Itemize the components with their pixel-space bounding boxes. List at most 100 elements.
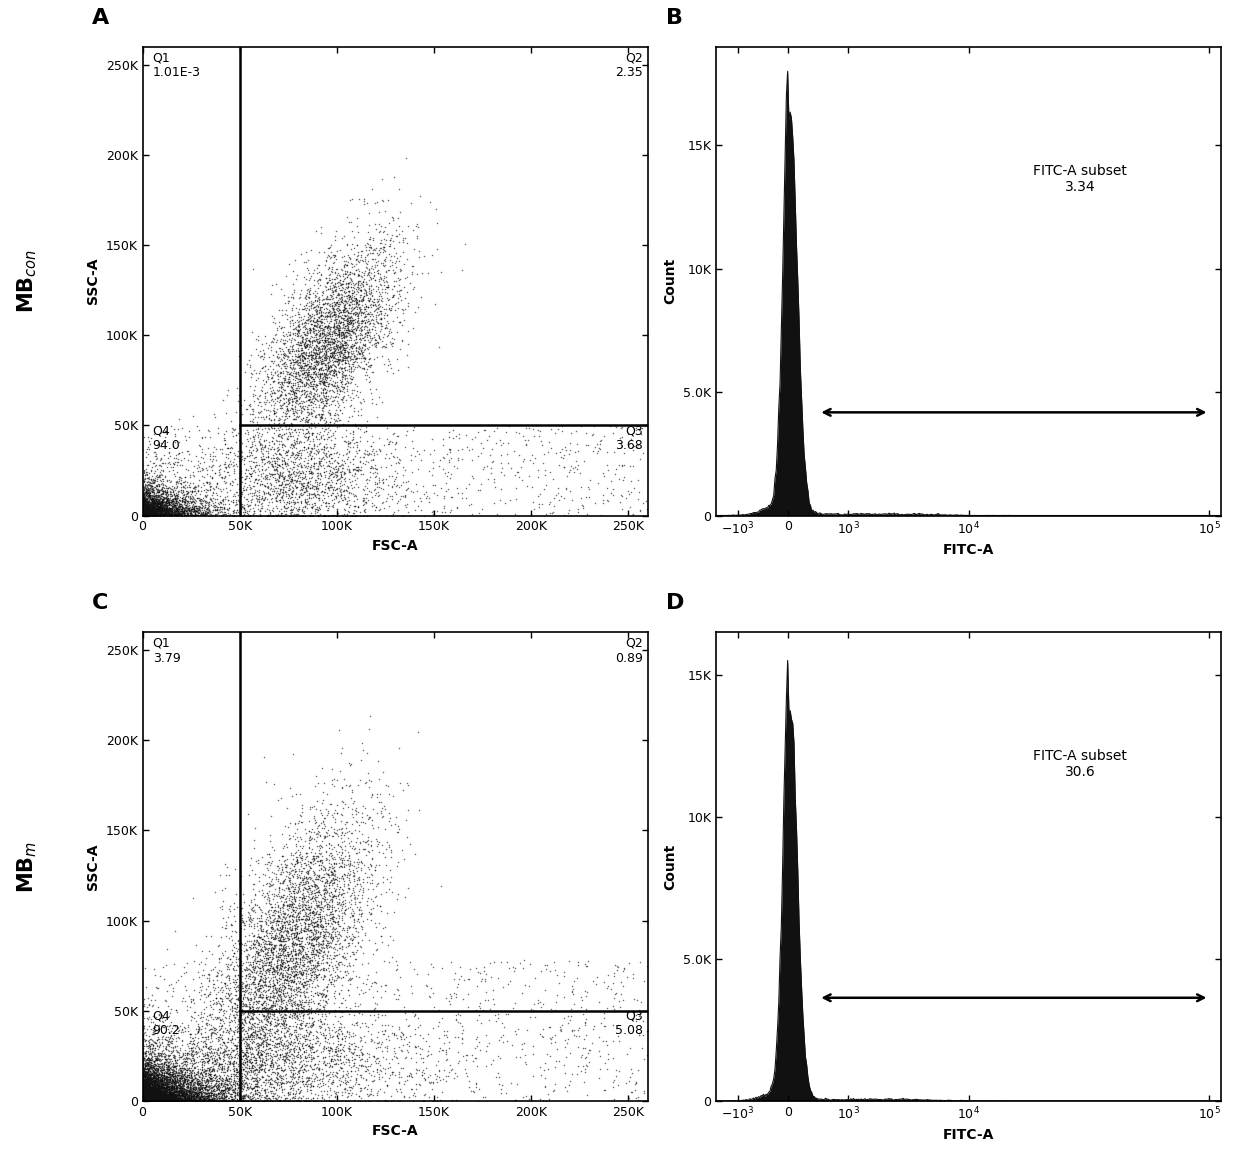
Point xyxy=(224,894,244,912)
Point xyxy=(234,986,254,1004)
Point xyxy=(279,958,299,976)
Point xyxy=(378,290,398,309)
Point xyxy=(140,1089,160,1108)
Point xyxy=(264,402,284,421)
Point xyxy=(143,1080,162,1099)
Point xyxy=(241,465,260,483)
Point xyxy=(135,1080,155,1099)
Point xyxy=(304,375,324,394)
Point xyxy=(184,500,203,518)
Point xyxy=(311,352,331,370)
Point xyxy=(343,438,363,457)
Point xyxy=(322,322,342,340)
Point xyxy=(172,1079,192,1097)
Point xyxy=(160,1089,180,1108)
Point xyxy=(294,463,314,481)
Point xyxy=(138,1085,157,1103)
Point xyxy=(264,476,284,495)
Point xyxy=(184,1069,203,1088)
Point xyxy=(162,987,182,1005)
Point xyxy=(192,976,212,995)
Point xyxy=(286,924,306,942)
Point xyxy=(196,997,216,1016)
Point xyxy=(155,1060,175,1079)
Point xyxy=(335,360,355,379)
Point xyxy=(153,1092,172,1110)
Point xyxy=(476,982,496,1001)
Point xyxy=(176,1085,196,1103)
Point xyxy=(167,1055,187,1074)
Point xyxy=(143,1065,162,1083)
Point xyxy=(300,322,320,340)
Point xyxy=(202,1092,222,1110)
Point xyxy=(135,1053,155,1072)
Point xyxy=(315,290,335,309)
Point xyxy=(272,475,291,494)
Point xyxy=(154,1086,174,1104)
Point xyxy=(319,418,339,437)
Point xyxy=(286,949,306,968)
Point xyxy=(167,474,187,493)
Point xyxy=(393,242,413,261)
Point xyxy=(265,465,285,483)
Point xyxy=(298,355,317,374)
Point xyxy=(165,489,185,508)
Point xyxy=(146,1087,166,1106)
Point xyxy=(155,501,175,520)
Point xyxy=(150,1085,170,1103)
Point xyxy=(247,1092,267,1110)
Point xyxy=(300,367,320,386)
Point xyxy=(170,500,190,518)
Point xyxy=(306,327,326,346)
Point xyxy=(304,391,324,410)
Point xyxy=(317,377,337,396)
Point xyxy=(180,1082,200,1101)
Point xyxy=(195,490,215,509)
Point xyxy=(231,1001,250,1019)
Point xyxy=(134,1089,154,1108)
Point xyxy=(342,507,362,525)
Point xyxy=(138,497,157,516)
Point xyxy=(305,384,325,403)
Point xyxy=(144,1080,164,1099)
Point xyxy=(269,301,289,319)
Point xyxy=(153,1079,172,1097)
Point xyxy=(139,1089,159,1108)
Point xyxy=(139,1083,159,1102)
Point xyxy=(320,1067,340,1086)
Point xyxy=(175,1089,195,1108)
Point xyxy=(134,1092,154,1110)
Point xyxy=(157,502,177,521)
Point xyxy=(308,311,327,330)
Point xyxy=(278,868,298,887)
Point xyxy=(143,1058,162,1076)
Point xyxy=(281,488,301,507)
Point xyxy=(180,501,200,520)
Point xyxy=(144,499,164,517)
Point xyxy=(283,786,303,805)
Point xyxy=(279,1008,299,1026)
Point xyxy=(278,970,298,989)
Point xyxy=(165,1075,185,1094)
Point xyxy=(296,356,316,375)
Point xyxy=(341,311,361,330)
Point xyxy=(186,496,206,515)
Point xyxy=(298,941,317,960)
Point xyxy=(299,990,319,1009)
Point xyxy=(303,346,322,365)
Point xyxy=(277,359,296,377)
Point xyxy=(322,306,342,325)
Point xyxy=(288,840,308,859)
Point xyxy=(263,333,283,352)
Point xyxy=(212,990,232,1009)
Point xyxy=(337,459,357,478)
Point xyxy=(148,1066,167,1085)
Point xyxy=(373,471,393,489)
Point xyxy=(322,919,342,938)
Point xyxy=(247,388,267,407)
Point xyxy=(314,959,334,977)
Point xyxy=(145,503,165,522)
Point xyxy=(191,503,211,522)
Point xyxy=(206,995,226,1014)
Point xyxy=(308,442,327,460)
